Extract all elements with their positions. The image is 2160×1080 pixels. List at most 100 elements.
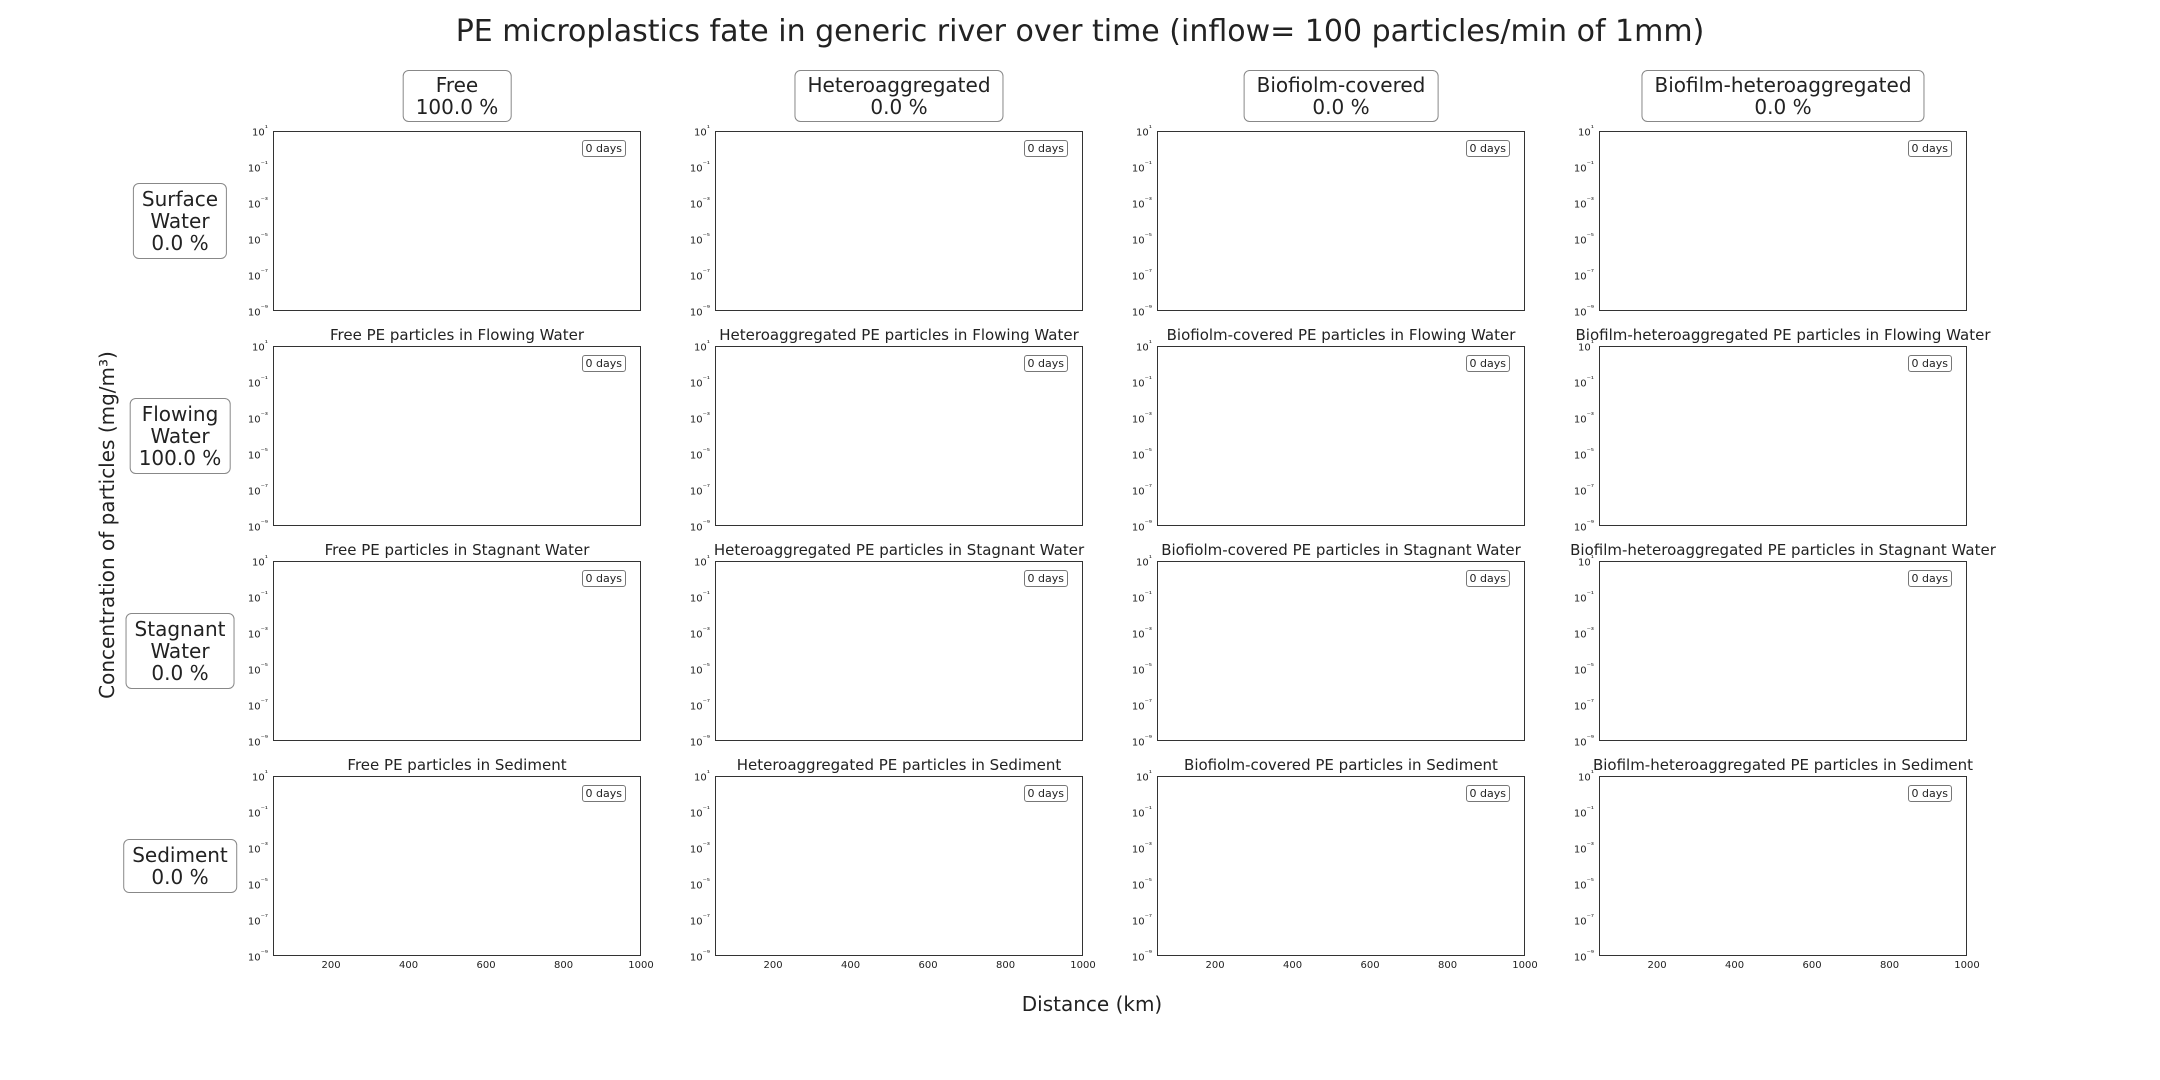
y-tick-label: 10⁻⁹ xyxy=(1131,518,1152,534)
panel-title: Biofilm-heteroaggregated PE particles in… xyxy=(1592,756,1974,774)
y-tick-label: 10¹ xyxy=(252,768,268,784)
x-tick-label: 800 xyxy=(553,960,574,971)
y-tick-label: 10⁻⁷ xyxy=(1573,697,1594,713)
y-tick-label: 10⁻⁹ xyxy=(1131,303,1152,319)
y-tick-label: 10¹ xyxy=(694,553,710,569)
time-badge: 0 days xyxy=(1907,785,1952,802)
y-tick-label: 10⁻⁹ xyxy=(689,518,710,534)
y-tick-label: 10⁻⁵ xyxy=(247,231,268,247)
plot-area: 0 days xyxy=(1157,131,1525,311)
row-percent: 100.0 % xyxy=(138,446,222,470)
y-tick-label: 10⁻⁹ xyxy=(1131,733,1152,749)
y-tick-label: 10⁻¹ xyxy=(689,589,710,605)
y-tick-label: 10⁻⁹ xyxy=(247,303,268,319)
plot-area: 0 days xyxy=(715,346,1083,526)
y-tick-label: 10⁻⁵ xyxy=(1131,231,1152,247)
y-tick-label: 10⁻¹ xyxy=(1573,804,1594,820)
y-tick-label: 10⁻⁷ xyxy=(1131,267,1152,283)
y-tick-label: 10⁻³ xyxy=(247,840,268,856)
y-tick-label: 10⁻¹ xyxy=(1131,374,1152,390)
y-tick-label: 10⁻³ xyxy=(689,625,710,641)
y-tick-label: 10⁻⁵ xyxy=(1131,661,1152,677)
y-tick-label: 10⁻³ xyxy=(689,410,710,426)
y-tick-label: 10⁻¹ xyxy=(247,589,268,605)
row-percent: 0.0 % xyxy=(151,231,209,255)
y-tick-label: 10⁻⁵ xyxy=(1573,661,1594,677)
time-badge: 0 days xyxy=(1023,140,1068,157)
y-tick-label: 10⁻¹ xyxy=(1131,159,1152,175)
y-tick-label: 10⁻⁷ xyxy=(689,482,710,498)
time-badge: 0 days xyxy=(581,570,626,587)
y-tick-label: 10⁻³ xyxy=(1573,410,1594,426)
y-tick-label: 10¹ xyxy=(1578,123,1594,139)
y-tick-label: 10⁻⁵ xyxy=(689,661,710,677)
x-tick-label: 200 xyxy=(321,960,341,971)
x-tick-label: 1000 xyxy=(1070,960,1096,971)
y-tick-label: 10¹ xyxy=(694,768,710,784)
panel-title: Free PE particles in Flowing Water xyxy=(329,326,585,344)
y-tick-label: 10⁻³ xyxy=(247,410,268,426)
column-percent: 0.0 % xyxy=(1754,95,1812,119)
y-tick-label: 10⁻⁵ xyxy=(1131,876,1152,892)
column-name: Biofiolm-covered xyxy=(1256,73,1426,97)
y-tick-label: 10⁻⁷ xyxy=(1131,697,1152,713)
y-tick-label: 10⁻¹ xyxy=(689,159,710,175)
y-tick-label: 10⁻⁹ xyxy=(1573,948,1594,964)
x-tick-label: 200 xyxy=(1205,960,1225,971)
x-tick-label: 200 xyxy=(763,960,783,971)
y-tick-label: 10⁻⁵ xyxy=(1131,446,1152,462)
plot-area: 0 days xyxy=(1157,561,1525,741)
y-tick-label: 10⁻⁹ xyxy=(1573,733,1594,749)
y-tick-label: 10⁻⁵ xyxy=(689,876,710,892)
y-tick-label: 10⁻¹ xyxy=(247,159,268,175)
y-tick-label: 10⁻⁵ xyxy=(689,231,710,247)
y-tick-label: 10¹ xyxy=(252,123,268,139)
panel-title: Heteroaggregated PE particles in Flowing… xyxy=(719,326,1079,344)
x-tick-label: 1000 xyxy=(628,960,654,971)
row-name-line: Sediment xyxy=(132,843,228,867)
y-tick-label: 10¹ xyxy=(252,553,268,569)
y-tick-label: 10⁻⁵ xyxy=(247,876,268,892)
y-tick-label: 10⁻⁹ xyxy=(1131,948,1152,964)
time-badge: 0 days xyxy=(1465,570,1510,587)
y-tick-label: 10⁻³ xyxy=(1131,840,1152,856)
row-name-line: Water xyxy=(150,424,210,448)
panel-title: Free PE particles in Sediment xyxy=(347,756,567,774)
y-tick-label: 10⁻¹ xyxy=(1573,589,1594,605)
y-tick-label: 10⁻⁷ xyxy=(689,912,710,928)
y-tick-label: 10⁻⁵ xyxy=(1573,876,1594,892)
time-badge: 0 days xyxy=(1023,785,1068,802)
panel-title: Biofilm-heteroaggregated PE particles in… xyxy=(1570,541,1996,559)
y-tick-label: 10¹ xyxy=(1136,768,1152,784)
column-name: Heteroaggregated xyxy=(807,73,991,97)
panel-title: Free PE particles in Stagnant Water xyxy=(324,541,590,559)
y-tick-label: 10¹ xyxy=(1578,553,1594,569)
y-tick-label: 10⁻⁷ xyxy=(1131,912,1152,928)
time-badge: 0 days xyxy=(1023,570,1068,587)
y-tick-label: 10¹ xyxy=(1578,768,1594,784)
y-tick-label: 10⁻⁷ xyxy=(247,267,268,283)
column-header-2: Biofiolm-covered 0.0 % xyxy=(1243,70,1439,122)
row-header-2: Stagnant Water 0.0 % xyxy=(125,613,235,689)
plot-area: 0 days xyxy=(1599,776,1967,956)
time-badge: 0 days xyxy=(1907,355,1952,372)
row-name-line: Stagnant xyxy=(134,617,226,641)
time-badge: 0 days xyxy=(581,140,626,157)
x-tick-label: 400 xyxy=(399,960,419,971)
y-tick-label: 10⁻⁵ xyxy=(247,446,268,462)
y-tick-label: 10⁻⁹ xyxy=(1573,303,1594,319)
y-tick-label: 10⁻¹ xyxy=(689,374,710,390)
plot-area: 0 days xyxy=(1599,561,1967,741)
y-tick-label: 10⁻¹ xyxy=(247,804,268,820)
plot-area: 0 days xyxy=(273,561,641,741)
x-tick-label: 800 xyxy=(1437,960,1458,971)
row-name-line: Surface xyxy=(141,187,219,211)
column-percent: 0.0 % xyxy=(870,95,928,119)
column-percent: 0.0 % xyxy=(1312,95,1370,119)
y-tick-label: 10⁻⁵ xyxy=(1573,446,1594,462)
y-tick-label: 10⁻⁹ xyxy=(689,303,710,319)
y-tick-label: 10¹ xyxy=(252,338,268,354)
y-tick-label: 10⁻⁷ xyxy=(689,697,710,713)
y-tick-label: 10⁻⁹ xyxy=(247,518,268,534)
y-tick-label: 10⁻³ xyxy=(1573,195,1594,211)
